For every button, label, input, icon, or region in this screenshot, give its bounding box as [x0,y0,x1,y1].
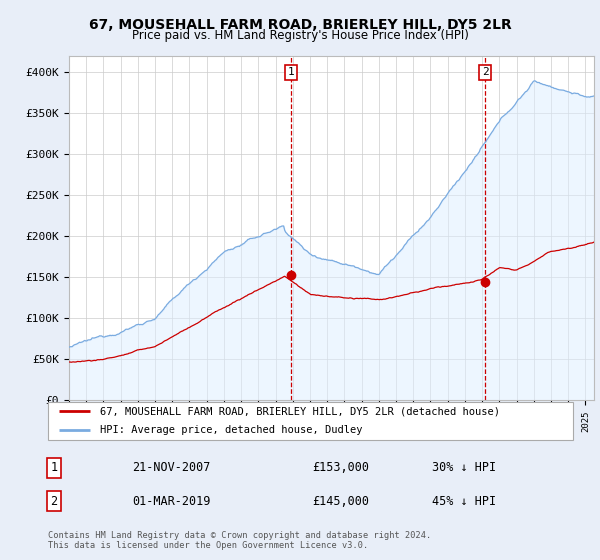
Text: 01-MAR-2019: 01-MAR-2019 [132,494,211,508]
Text: 45% ↓ HPI: 45% ↓ HPI [432,494,496,508]
Text: 2: 2 [482,67,488,77]
Text: 30% ↓ HPI: 30% ↓ HPI [432,461,496,474]
Text: 2: 2 [50,494,58,508]
Text: 1: 1 [287,67,295,77]
Text: £145,000: £145,000 [312,494,369,508]
Text: Price paid vs. HM Land Registry's House Price Index (HPI): Price paid vs. HM Land Registry's House … [131,29,469,42]
FancyBboxPatch shape [48,402,573,440]
Text: 67, MOUSEHALL FARM ROAD, BRIERLEY HILL, DY5 2LR: 67, MOUSEHALL FARM ROAD, BRIERLEY HILL, … [89,18,511,32]
Text: £153,000: £153,000 [312,461,369,474]
Text: 21-NOV-2007: 21-NOV-2007 [132,461,211,474]
Text: 67, MOUSEHALL FARM ROAD, BRIERLEY HILL, DY5 2LR (detached house): 67, MOUSEHALL FARM ROAD, BRIERLEY HILL, … [101,406,500,416]
Text: Contains HM Land Registry data © Crown copyright and database right 2024.
This d: Contains HM Land Registry data © Crown c… [48,531,431,550]
Text: HPI: Average price, detached house, Dudley: HPI: Average price, detached house, Dudl… [101,425,363,435]
Text: 1: 1 [50,461,58,474]
